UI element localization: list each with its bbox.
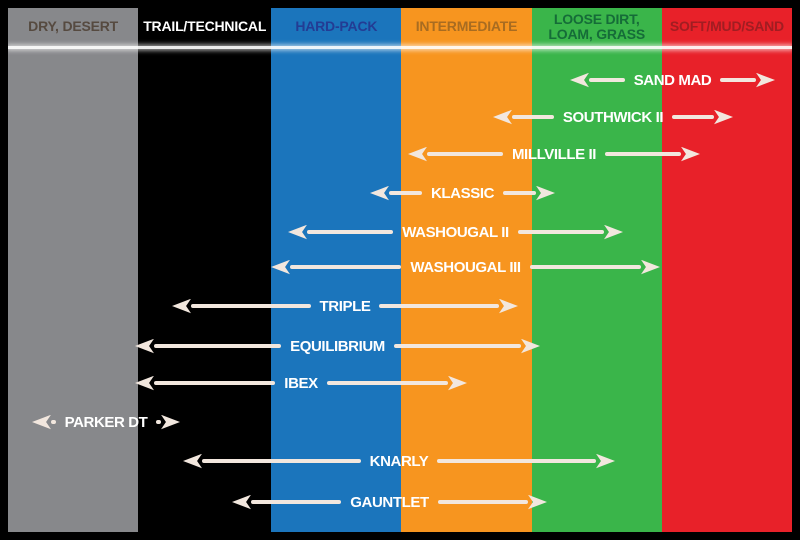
terrain-column-soft-mud-sand: SOFT/MUD/SAND bbox=[661, 8, 792, 532]
tire-range-row-sand-mad: SAND MAD bbox=[570, 69, 776, 91]
arrow-line bbox=[307, 230, 394, 234]
arrow-left-icon bbox=[32, 414, 51, 430]
arrow-right-icon bbox=[596, 453, 616, 469]
terrain-column-dry-desert: DRY, DESERT bbox=[8, 8, 139, 532]
tire-label: PARKER DT bbox=[64, 413, 148, 431]
arrow-line bbox=[326, 381, 449, 385]
arrow-line bbox=[191, 304, 311, 308]
tire-range-row-parker-dt: PARKER DT bbox=[32, 411, 181, 433]
arrow-line bbox=[379, 304, 499, 308]
arrow-line bbox=[605, 152, 681, 156]
tire-range-row-klassic: KLASSIC bbox=[370, 182, 556, 204]
arrow-left-icon bbox=[288, 224, 307, 240]
arrow-line bbox=[437, 500, 528, 504]
tire-range-row-washougal-iii: WASHOUGAL III bbox=[271, 256, 660, 278]
tire-range-row-knarly: KNARLY bbox=[183, 450, 616, 472]
column-header-label: DRY, DESERT bbox=[28, 18, 119, 35]
arrow-line bbox=[202, 459, 361, 463]
arrow-right-icon bbox=[536, 185, 556, 201]
tire-range-row-equilibrium: EQUILIBRIUM bbox=[135, 335, 541, 357]
terrain-columns: DRY, DESERT TRAIL/TECHNICAL HARD-PACK INTER… bbox=[8, 8, 792, 532]
tire-label: KLASSIC bbox=[430, 184, 495, 202]
arrow-line bbox=[427, 152, 503, 156]
arrow-left-icon bbox=[408, 146, 427, 162]
arrow-line bbox=[517, 230, 605, 234]
arrow-line bbox=[290, 265, 402, 269]
arrow-right-icon bbox=[448, 375, 468, 391]
arrow-left-icon bbox=[135, 375, 154, 391]
arrow-line bbox=[393, 344, 522, 348]
tire-range-row-millville-ii: MILLVILLE II bbox=[408, 143, 700, 165]
arrow-line bbox=[51, 420, 56, 424]
arrow-line bbox=[672, 115, 715, 119]
arrow-left-icon bbox=[493, 109, 512, 125]
arrow-right-icon bbox=[604, 224, 624, 240]
arrow-line bbox=[589, 78, 625, 82]
tire-label: SAND MAD bbox=[633, 71, 712, 89]
tire-label: KNARLY bbox=[369, 452, 429, 470]
arrow-line bbox=[437, 459, 597, 463]
tire-range-row-ibex: IBEX bbox=[135, 372, 468, 394]
tire-label: SOUTHWICK II bbox=[562, 108, 664, 126]
arrow-right-icon bbox=[161, 414, 181, 430]
column-header-label: TRAIL/TECHNICAL bbox=[143, 18, 267, 35]
arrow-line bbox=[251, 500, 342, 504]
arrow-right-icon bbox=[714, 109, 734, 125]
arrow-right-icon bbox=[499, 298, 518, 314]
terrain-column-intermediate: INTERMEDIATE bbox=[401, 8, 532, 532]
tire-range-row-washougal-ii: WASHOUGAL II bbox=[288, 221, 624, 243]
arrow-left-icon bbox=[232, 494, 251, 510]
arrow-left-icon bbox=[370, 185, 389, 201]
tire-range-row-gauntlet: GAUNTLET bbox=[232, 491, 547, 513]
tire-label: MILLVILLE II bbox=[511, 145, 597, 163]
column-header-label: LOOSE DIRT, LOAM, GRASS bbox=[548, 10, 645, 42]
terrain-column-hard-pack: HARD-PACK bbox=[271, 8, 402, 532]
column-header-label: INTERMEDIATE bbox=[415, 18, 518, 35]
arrow-left-icon bbox=[271, 259, 290, 275]
terrain-column-loose-dirt-loam-grass: LOOSE DIRT, LOAM, GRASS bbox=[531, 8, 662, 532]
arrow-left-icon bbox=[570, 72, 589, 88]
tire-range-row-triple: TRIPLE bbox=[172, 295, 518, 317]
tire-range-row-southwick-ii: SOUTHWICK II bbox=[493, 106, 734, 128]
arrow-line bbox=[512, 115, 554, 119]
arrow-line bbox=[154, 381, 276, 385]
column-header-label: SOFT/MUD/SAND bbox=[669, 18, 784, 35]
arrow-right-icon bbox=[521, 338, 541, 354]
column-header-label: HARD-PACK bbox=[295, 18, 378, 35]
terrain-column-trail-technical: TRAIL/TECHNICAL bbox=[138, 8, 272, 532]
tire-label: WASHOUGAL II bbox=[402, 223, 509, 241]
arrow-left-icon bbox=[183, 453, 202, 469]
tire-label: GAUNTLET bbox=[350, 493, 429, 511]
tire-label: TRIPLE bbox=[319, 297, 371, 315]
arrow-left-icon bbox=[172, 298, 191, 314]
arrow-right-icon bbox=[681, 146, 700, 162]
arrow-line bbox=[389, 191, 422, 195]
tire-label: WASHOUGAL III bbox=[410, 258, 521, 276]
tire-terrain-range-chart: DRY, DESERT TRAIL/TECHNICAL HARD-PACK INTER… bbox=[8, 8, 792, 532]
tire-label: EQUILIBRIUM bbox=[290, 337, 385, 355]
arrow-line bbox=[503, 191, 537, 195]
arrow-line bbox=[720, 78, 757, 82]
tire-label: IBEX bbox=[284, 374, 318, 392]
arrow-left-icon bbox=[135, 338, 154, 354]
header-separator-line bbox=[8, 46, 792, 49]
arrow-line bbox=[156, 420, 162, 424]
arrow-line bbox=[529, 265, 641, 269]
arrow-right-icon bbox=[528, 494, 547, 510]
arrow-right-icon bbox=[641, 259, 660, 275]
arrow-line bbox=[154, 344, 282, 348]
arrow-right-icon bbox=[756, 72, 776, 88]
